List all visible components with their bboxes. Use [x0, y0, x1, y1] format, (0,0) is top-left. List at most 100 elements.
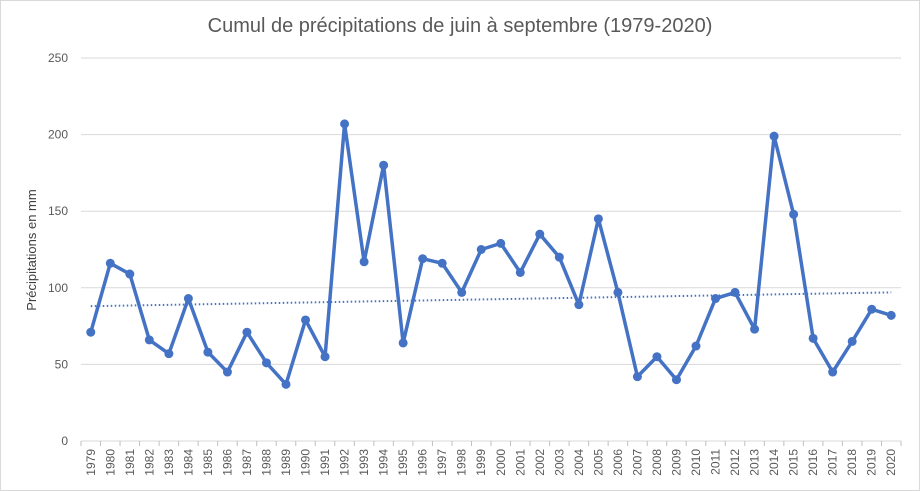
data-point: [496, 238, 506, 248]
data-point: [437, 258, 447, 268]
data-point: [105, 258, 115, 268]
data-point: [711, 294, 721, 304]
y-axis-label: Précipitations en mm: [24, 189, 39, 310]
data-point: [144, 335, 154, 345]
x-tick-label: 1984: [181, 449, 195, 476]
y-tick-label: 200: [48, 128, 68, 142]
x-tick-label: 2007: [630, 449, 644, 476]
x-tick-label: 1991: [318, 449, 332, 476]
data-point: [769, 131, 779, 141]
data-point: [457, 287, 467, 297]
x-tick-label: 1993: [357, 449, 371, 476]
x-tick-label: 2001: [513, 449, 527, 476]
data-point: [476, 245, 486, 254]
data-point: [379, 160, 389, 170]
data-point: [789, 209, 799, 219]
y-tick-label: 0: [61, 434, 68, 448]
x-tick-label: 2002: [533, 449, 547, 476]
x-tick-label: 1990: [299, 449, 313, 476]
data-point: [886, 310, 896, 320]
data-point: [86, 327, 96, 337]
data-point: [418, 254, 428, 264]
x-tick-label: 2017: [826, 449, 840, 476]
x-tick-label: 1983: [162, 449, 176, 476]
x-tick-label: 2010: [689, 449, 703, 476]
x-tick-label: 1979: [84, 449, 98, 476]
x-tick-label: 1985: [201, 449, 215, 476]
data-point: [847, 336, 857, 346]
x-tick-label: 2006: [611, 449, 625, 476]
data-point: [691, 341, 701, 351]
x-tick-label: 2009: [669, 449, 683, 476]
data-point: [222, 367, 232, 377]
data-point: [554, 252, 564, 262]
x-tick-label: 2020: [884, 449, 898, 476]
chart-title: Cumul de précipitations de juin à septem…: [208, 15, 713, 37]
data-point: [593, 214, 603, 224]
x-tick-label: 1988: [259, 449, 273, 476]
x-tick-label: 2000: [494, 449, 508, 476]
x-tick-label: 2015: [787, 449, 801, 476]
x-tick-label: 1995: [396, 449, 410, 476]
x-tick-labels: 1979 1980 1981 1982 1983 1984 1985 1986 1987 1988…: [80, 441, 902, 476]
data-point: [632, 372, 642, 382]
data-point: [320, 352, 330, 362]
trendline: [90, 291, 892, 308]
data-point: [808, 333, 818, 343]
data-point: [730, 287, 740, 297]
data-point: [281, 379, 291, 389]
gridlines: [81, 57, 901, 442]
data-point: [242, 327, 252, 337]
x-tick-label: 1982: [142, 449, 156, 476]
x-tick-label: 2018: [845, 449, 859, 476]
series-layer: [86, 119, 896, 389]
data-point: [203, 347, 213, 357]
trendline-layer: [90, 291, 892, 308]
x-tick-label: 1980: [103, 449, 117, 476]
data-point: [340, 119, 350, 129]
data-point: [750, 324, 760, 334]
x-tick-label: 1994: [377, 449, 391, 476]
x-tick-label: 1986: [220, 449, 234, 476]
x-tick-label: 2012: [728, 449, 742, 476]
x-tick-label: 2019: [865, 449, 879, 476]
data-point: [535, 229, 545, 239]
x-tick-label: 1999: [474, 449, 488, 476]
x-tick-label: 2004: [572, 449, 586, 476]
x-tick-label: 2003: [552, 449, 566, 476]
y-tick-label: 100: [48, 281, 68, 295]
data-point: [125, 269, 135, 279]
x-tick-label: 2005: [591, 449, 605, 476]
x-tick-label: 1981: [123, 449, 137, 476]
y-tick-label: 250: [48, 51, 68, 65]
data-point: [261, 358, 271, 368]
x-tick-label: 1997: [435, 449, 449, 476]
data-point: [867, 304, 877, 314]
x-tick-label: 2008: [650, 449, 664, 476]
y-tick-labels: 0 50 100 150 200 250: [48, 51, 68, 448]
y-tick-label: 50: [55, 357, 69, 371]
x-tick-label: 1996: [416, 449, 430, 476]
series-line: [89, 122, 892, 387]
data-point: [574, 300, 584, 310]
data-point: [183, 294, 193, 304]
data-point: [359, 257, 369, 267]
data-point: [652, 352, 662, 362]
x-tick-label: 2013: [748, 449, 762, 476]
data-point: [828, 367, 838, 377]
data-point: [515, 267, 525, 277]
data-point: [671, 375, 681, 385]
x-tick-label: 1998: [455, 449, 469, 476]
data-point: [613, 287, 623, 297]
data-point: [301, 315, 311, 325]
x-tick-label: 1992: [338, 449, 352, 476]
y-tick-label: 150: [48, 204, 68, 218]
x-tick-label: 1987: [240, 449, 254, 476]
data-point: [398, 338, 408, 348]
data-point: [164, 349, 174, 359]
x-tick-label: 1989: [279, 449, 293, 476]
x-tick-label: 2011: [709, 449, 723, 475]
x-tick-label: 2016: [806, 449, 820, 476]
